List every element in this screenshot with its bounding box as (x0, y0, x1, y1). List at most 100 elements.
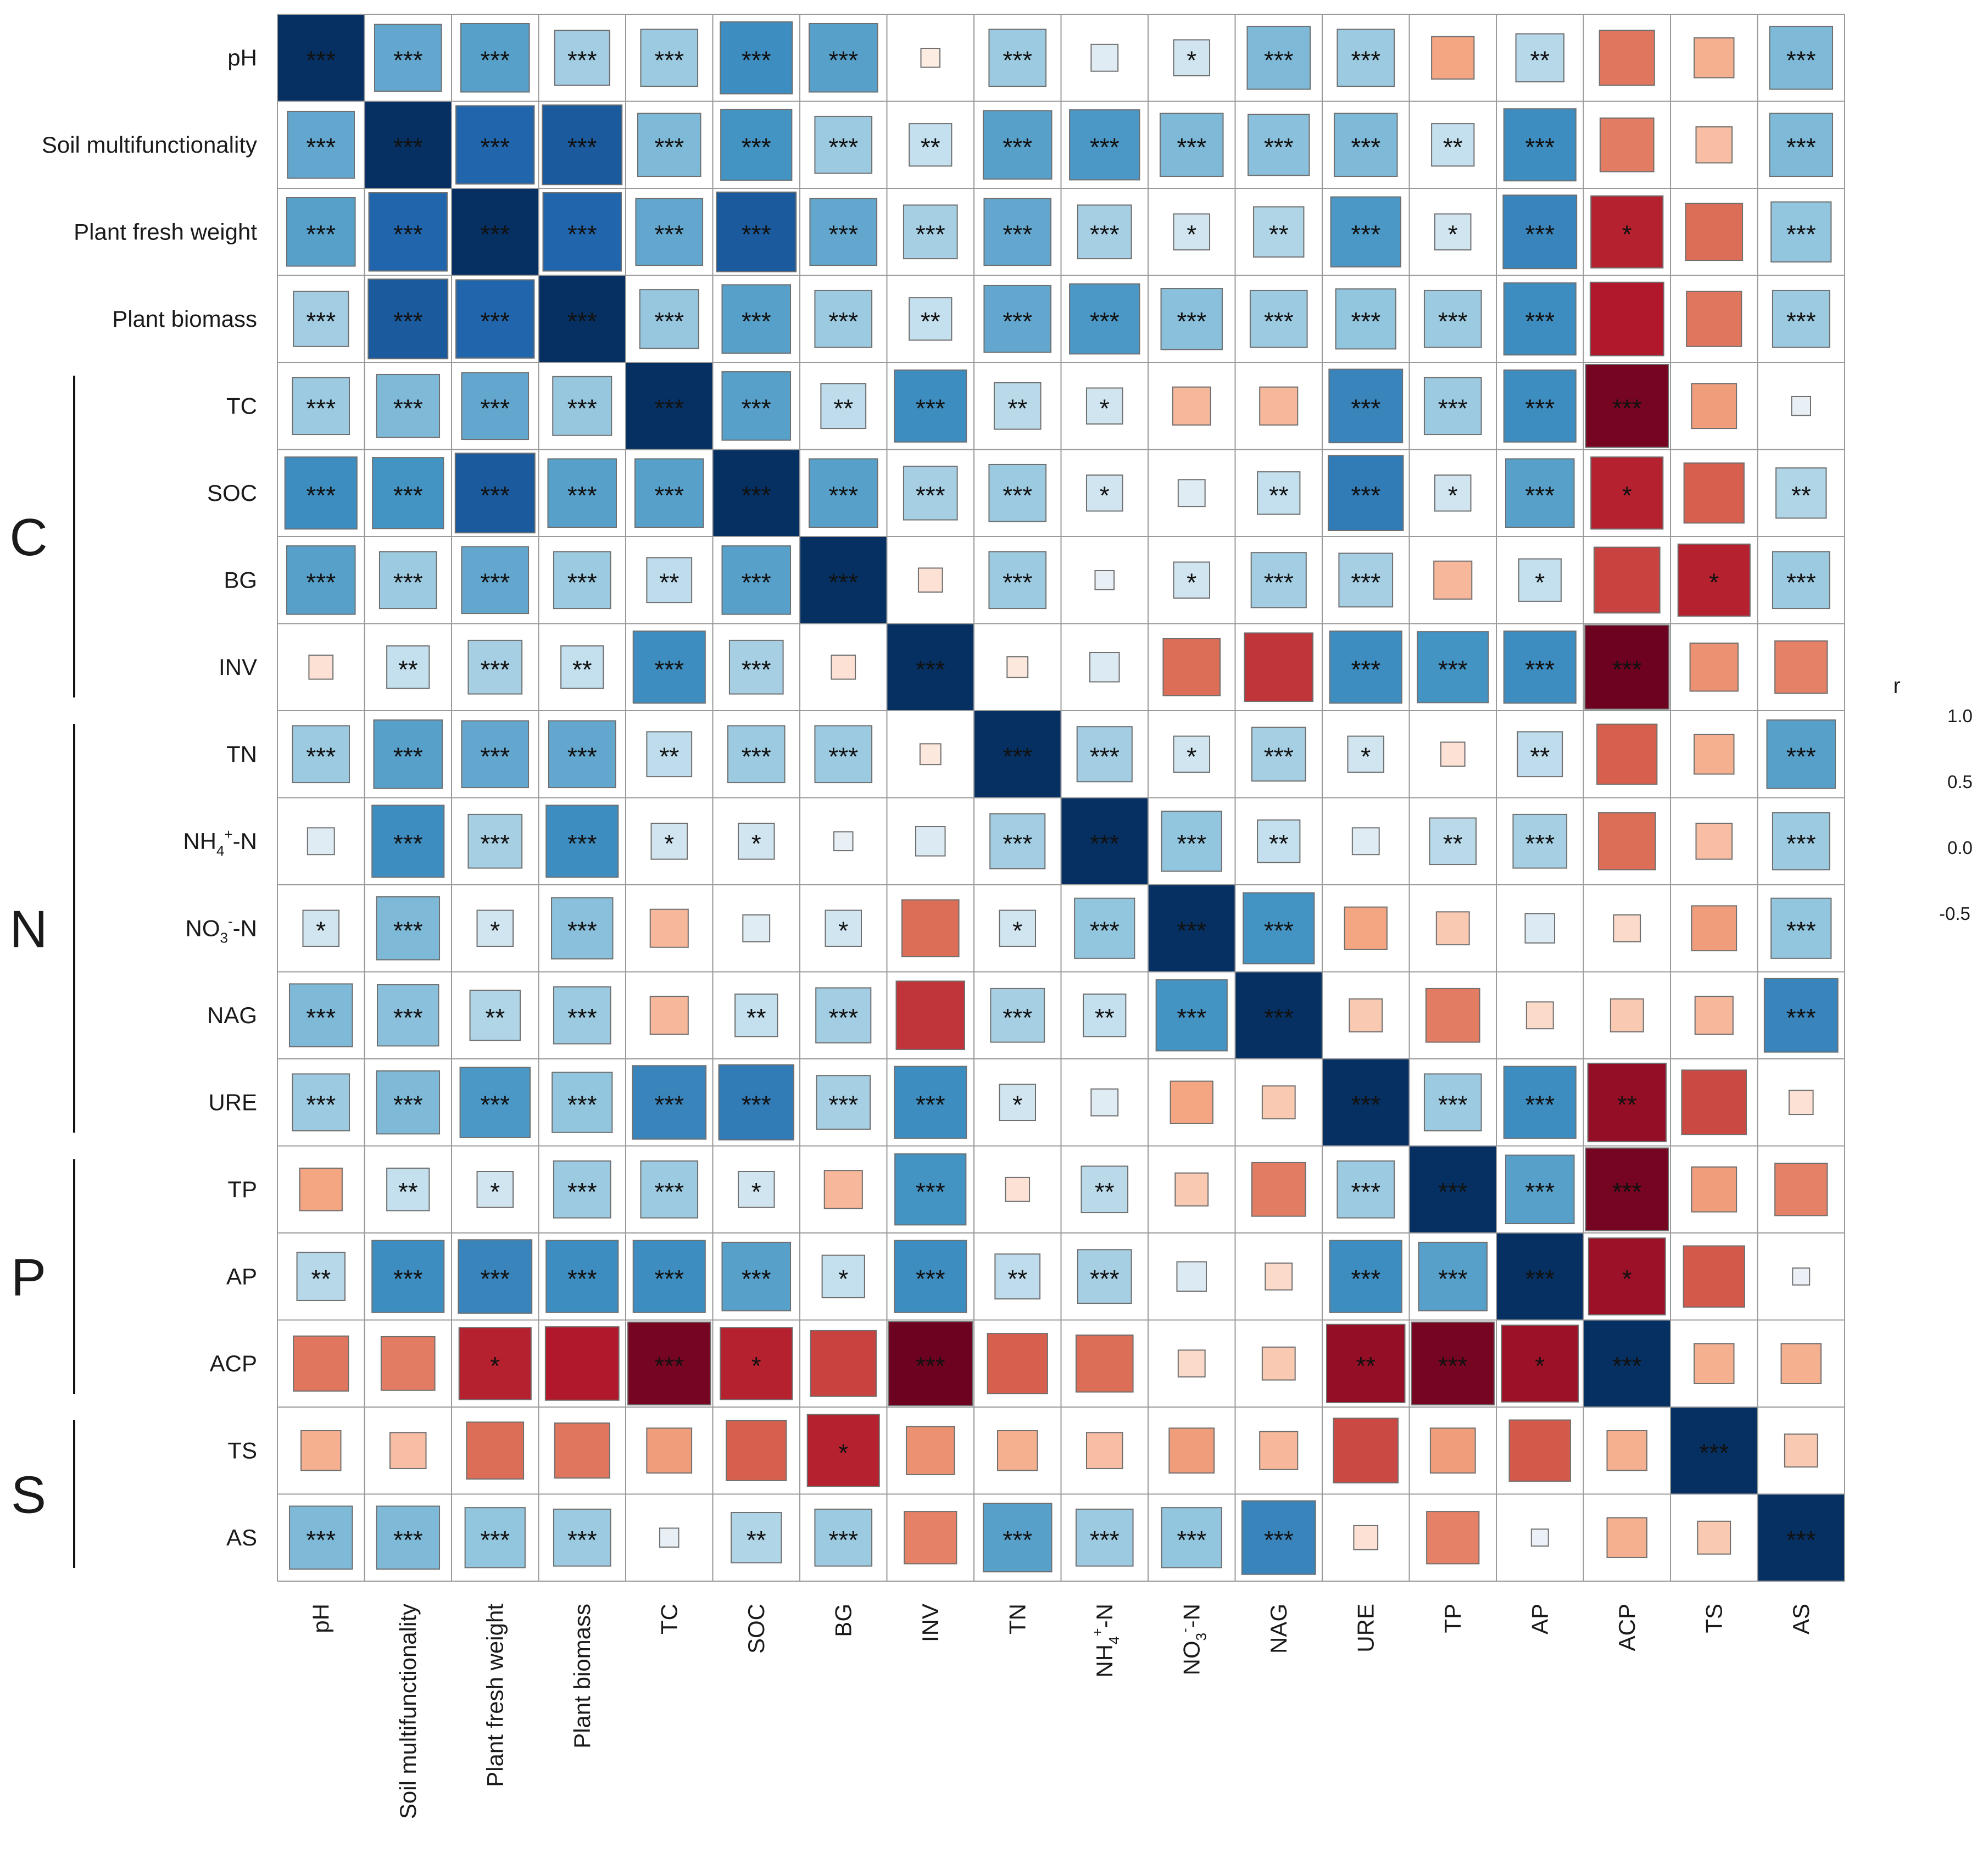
sig-plant-fresh-weight-acp: * (1622, 220, 1632, 248)
cell-ap-acp (1588, 1237, 1666, 1316)
sig-nh4-n-tn: *** (1003, 829, 1032, 858)
sig-as-nh4-n: *** (1090, 1526, 1120, 1554)
sig-tc-acp: *** (1612, 394, 1642, 422)
cell-ts-tn (997, 1430, 1038, 1471)
cell-nag-tc (649, 996, 689, 1035)
cell-ph-as (1769, 25, 1834, 90)
cell-ure-ure (1322, 1059, 1410, 1146)
cell-ap-inv (894, 1240, 967, 1313)
sig-plant-biomass-ph: *** (306, 307, 336, 336)
cell-ph-plant-biomass (554, 30, 610, 86)
sig-tp-soil-multifunctionality: ** (398, 1177, 418, 1206)
cell-soil-multifunctionality-inv (909, 123, 953, 167)
sig-soc-soc: *** (742, 481, 771, 510)
sig-bg-ap: * (1535, 568, 1545, 596)
cell-acp-soc (720, 1327, 793, 1400)
sig-soc-tp: * (1448, 481, 1458, 510)
cell-soc-soc (712, 449, 800, 537)
cell-ph-ts (1694, 37, 1735, 79)
cell-ure-tn (999, 1084, 1037, 1121)
cell-nh4-n-ap (1512, 813, 1568, 869)
cell-plant-fresh-weight-as (1770, 201, 1832, 263)
cell-ure-tp (1423, 1073, 1482, 1132)
sig-no3-n-soil-multifunctionality: *** (393, 916, 423, 945)
row-label-nh4-n: NH4+-N (183, 826, 257, 859)
sig-ph-ph: *** (306, 46, 336, 74)
sig-soc-as: ** (1791, 481, 1811, 510)
sig-ap-ph: ** (311, 1264, 331, 1293)
cell-soc-inv (903, 465, 958, 521)
sig-tc-nh4-n: * (1100, 394, 1110, 422)
sig-tc-bg: ** (833, 394, 853, 422)
cell-plant-biomass-soc (721, 284, 792, 354)
sig-ure-bg: *** (828, 1090, 858, 1119)
sig-nag-nh4-n: ** (1095, 1003, 1115, 1032)
col-label-inv: INV (917, 1604, 943, 1642)
sig-ure-plant-fresh-weight: *** (480, 1090, 510, 1119)
sig-as-plant-fresh-weight: *** (480, 1526, 510, 1554)
cell-ap-plant-biomass (545, 1240, 619, 1313)
sig-plant-fresh-weight-bg: *** (828, 220, 858, 248)
cell-no3-n-nh4-n (1074, 897, 1135, 959)
cell-ure-tc (632, 1065, 707, 1140)
cell-nh4-n-tn (989, 813, 1046, 869)
cell-ts-ure (1333, 1417, 1399, 1484)
sig-soc-ph: *** (306, 481, 336, 510)
cell-plant-biomass-ure (1335, 288, 1396, 350)
col-label-plant-biomass: Plant biomass (569, 1604, 595, 1749)
cell-ph-tp (1431, 36, 1475, 80)
sig-ap-tp: *** (1438, 1264, 1468, 1293)
sig-ap-bg: * (838, 1264, 848, 1293)
sig-inv-inv: *** (916, 655, 945, 684)
cell-bg-ap (1518, 558, 1562, 602)
cell-ph-acp (1599, 30, 1655, 86)
cell-soc-nh4-n (1085, 474, 1123, 512)
cell-as-acp (1606, 1517, 1647, 1558)
sig-as-soc: ** (747, 1526, 766, 1554)
cell-acp-tp (1411, 1321, 1495, 1406)
cell-ph-bg (808, 23, 878, 93)
col-label-tn: TN (1004, 1604, 1030, 1634)
col-label-tc: TC (656, 1604, 682, 1634)
sig-plant-fresh-weight-as: *** (1786, 220, 1816, 248)
heatmap-cells (277, 14, 1845, 1581)
sig-plant-fresh-weight-soil-multifunctionality: *** (393, 220, 423, 248)
cell-soc-acp (1590, 456, 1664, 530)
cell-as-no3-n (1161, 1507, 1222, 1569)
cell-tp-no3-n (1174, 1172, 1209, 1207)
sig-as-nag: *** (1264, 1526, 1294, 1554)
sig-ph-soil-multifunctionality: *** (393, 46, 423, 74)
cell-ph-ure (1337, 29, 1395, 87)
cell-soil-multifunctionality-ph (287, 110, 355, 179)
cell-tp-soc (737, 1170, 775, 1208)
sig-bg-ure: *** (1351, 568, 1380, 596)
cell-tn-ts (1694, 734, 1735, 775)
sig-inv-soc: *** (742, 655, 771, 684)
sig-plant-fresh-weight-ure: *** (1351, 220, 1380, 248)
cell-ph-ap (1515, 33, 1564, 82)
sig-soil-multifunctionality-ure: *** (1351, 133, 1380, 161)
cell-inv-inv (887, 623, 974, 711)
cell-ap-ure (1329, 1240, 1402, 1313)
sig-nh4-n-tc: * (664, 829, 674, 858)
cell-soil-multifunctionality-ap (1503, 108, 1577, 182)
sig-tc-tp: *** (1438, 394, 1468, 422)
sig-nh4-n-soil-multifunctionality: *** (393, 829, 423, 858)
cell-plant-biomass-tn (983, 284, 1052, 353)
cell-tc-ph (292, 377, 350, 436)
sig-tn-nag: *** (1264, 742, 1294, 771)
cell-plant-biomass-ap (1503, 282, 1577, 356)
legend-tick-4: -0.5 (1939, 903, 1970, 924)
cell-tc-bg (820, 383, 867, 429)
cell-ph-nh4-n (1090, 43, 1119, 72)
sig-soil-multifunctionality-ph: *** (306, 133, 336, 161)
sig-soil-multifunctionality-inv: ** (921, 133, 940, 161)
cell-no3-n-as (1770, 897, 1832, 959)
cell-nh4-n-inv (915, 825, 946, 857)
cell-ap-tc (632, 1240, 706, 1313)
row-label-ph: pH (227, 44, 257, 70)
cell-soil-multifunctionality-ts (1695, 126, 1733, 164)
cell-plant-fresh-weight-ts (1685, 203, 1744, 261)
sig-plant-biomass-soc: *** (742, 307, 771, 336)
cell-inv-nag (1244, 632, 1314, 702)
